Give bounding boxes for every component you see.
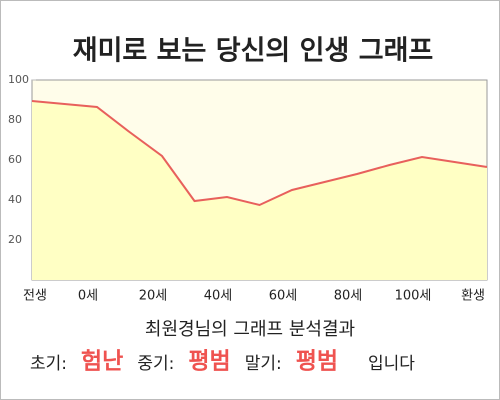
x-tick-label: 20세 bbox=[139, 289, 168, 304]
result-heading: 최원경님의 그래프 분석결과 bbox=[145, 319, 355, 340]
x-tick-label: 환생 bbox=[461, 289, 485, 304]
result-label: 말기: bbox=[245, 354, 282, 374]
chart-title: 재미로 보는 당신의 인생 그래프 bbox=[73, 36, 434, 67]
y-tick-label: 20 bbox=[8, 233, 22, 246]
result-label: 중기: bbox=[137, 354, 174, 374]
y-tick-label: 100 bbox=[8, 73, 29, 86]
result-value: 평범 bbox=[296, 349, 338, 375]
result-label: 초기: bbox=[30, 354, 67, 374]
x-tick-label: 100세 bbox=[395, 289, 432, 304]
y-tick-label: 80 bbox=[8, 113, 22, 126]
result-value: 험난 bbox=[81, 349, 123, 375]
result-ending: 입니다 bbox=[368, 354, 415, 374]
x-tick-label: 전생 bbox=[23, 289, 47, 304]
x-tick-label: 0세 bbox=[78, 289, 98, 304]
line bbox=[31, 100, 488, 207]
result-value: 평범 bbox=[188, 349, 230, 375]
area-fill bbox=[32, 101, 487, 280]
y-tick-label: 60 bbox=[8, 153, 22, 166]
x-tick-label: 80세 bbox=[334, 289, 363, 304]
y-tick-label: 40 bbox=[8, 193, 22, 206]
x-tick-label: 60세 bbox=[269, 289, 298, 304]
x-tick-label: 40세 bbox=[204, 289, 233, 304]
